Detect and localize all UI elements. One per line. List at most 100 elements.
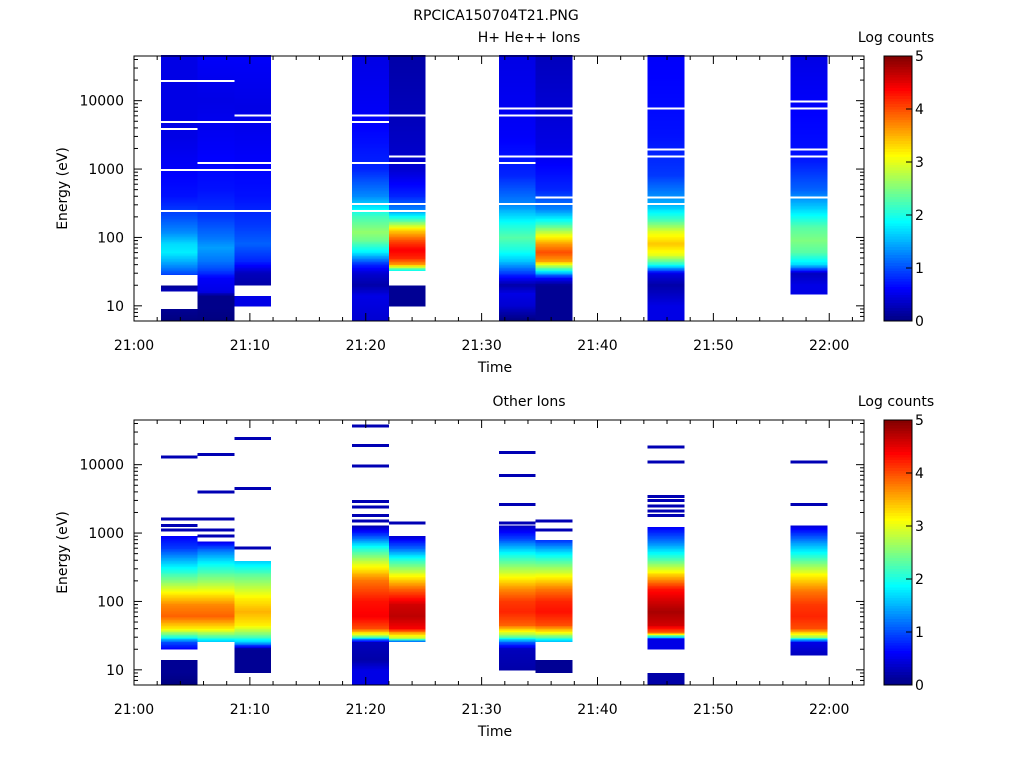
- heatmap-cell: [197, 124, 235, 126]
- heatmap-cell: [352, 682, 389, 684]
- heatmap-cell: [499, 121, 536, 124]
- heatmap-cell: [535, 303, 573, 305]
- heatmap-cell: [161, 316, 198, 319]
- heatmap-cell: [388, 543, 426, 545]
- heatmap-cell: [499, 316, 536, 319]
- heatmap-cell: [790, 130, 828, 132]
- heatmap-cell: [234, 126, 272, 128]
- heatmap-cell: [790, 583, 828, 585]
- heatmap-cell: [161, 287, 198, 289]
- heatmap-cell: [197, 261, 235, 264]
- heatmap-cell: [352, 232, 389, 234]
- heatmap-cell: [234, 61, 272, 63]
- heatmap-cell: [234, 594, 272, 597]
- heatmap-cell: [790, 535, 828, 538]
- heatmap-cell: [197, 304, 235, 307]
- heatmap-cell: [352, 62, 389, 64]
- heatmap-cell: [234, 185, 272, 187]
- heatmap-cell: [535, 284, 573, 286]
- heatmap-cell: [499, 568, 536, 570]
- heatmap-cell: [234, 74, 272, 76]
- heatmap-cell: [234, 131, 272, 134]
- heatmap-cell: [535, 591, 573, 594]
- heatmap-cell: [647, 126, 685, 128]
- heatmap-cell: [499, 528, 536, 530]
- heatmap-cell: [535, 307, 573, 310]
- colorbar-swatch: [884, 528, 912, 532]
- colorbar-swatch: [884, 204, 912, 208]
- heatmap-cell: [499, 668, 536, 671]
- heatmap-cell: [790, 558, 828, 560]
- colorbar-swatch: [884, 634, 912, 638]
- heatmap-cell: [499, 133, 536, 135]
- heatmap-cell: [790, 637, 828, 640]
- heatmap-cell: [647, 161, 685, 163]
- heatmap-cell: [647, 134, 685, 137]
- heatmap-cell: [352, 69, 389, 72]
- heatmap-cell: [790, 617, 828, 619]
- heatmap-cell: [352, 127, 389, 129]
- heatmap-cell: [388, 571, 426, 573]
- heatmap-cell: [161, 680, 198, 683]
- colorbar-tick-label: 0: [915, 314, 924, 330]
- heatmap-cell: [499, 581, 536, 584]
- heatmap-cell: [234, 652, 272, 654]
- heatmap-cell: [161, 214, 198, 217]
- heatmap-cell: [161, 71, 198, 73]
- heatmap-cell: [197, 211, 235, 214]
- heatmap-cell: [161, 270, 198, 273]
- heatmap-cell: [234, 202, 272, 205]
- heatmap-cell: [197, 307, 235, 310]
- colorbar-swatch: [884, 491, 912, 495]
- spectrogram-column: [161, 535, 198, 685]
- data-gap: [535, 114, 573, 117]
- heatmap-cell: [647, 68, 685, 70]
- heatmap-cell: [790, 279, 828, 282]
- heatmap-cell: [197, 263, 235, 265]
- heatmap-cell: [161, 182, 198, 184]
- heatmap-cell: [535, 167, 573, 169]
- heatmap-cell: [499, 631, 536, 634]
- heatmap-cell: [647, 185, 685, 187]
- heatmap-cell: [388, 637, 426, 640]
- heatmap-cell: [197, 566, 235, 569]
- heatmap-cell: [197, 298, 235, 301]
- heatmap-cell: [499, 241, 536, 243]
- heatmap-cell: [197, 593, 235, 595]
- heatmap-cell: [499, 318, 536, 320]
- heatmap-cell: [388, 219, 426, 221]
- heatmap-cell: [352, 614, 389, 616]
- heatmap-cell: [388, 553, 426, 555]
- colorbar-swatch: [884, 518, 912, 522]
- heatmap-cell: [161, 668, 198, 671]
- heatmap-cell: [352, 75, 389, 78]
- heatmap-cell: [352, 303, 389, 305]
- heatmap-cell: [234, 245, 272, 248]
- heatmap-cell: [647, 609, 685, 612]
- heatmap-cell: [388, 606, 426, 609]
- heatmap-cell: [647, 158, 685, 160]
- heatmap-cell: [790, 651, 828, 653]
- heatmap-cell: [352, 173, 389, 175]
- heatmap-cell: [499, 614, 536, 616]
- heatmap-cell: [234, 220, 272, 223]
- colorbar-swatch: [884, 132, 912, 136]
- heatmap-cell: [535, 636, 573, 638]
- heatmap-cell: [535, 213, 573, 215]
- heatmap-cell: [388, 217, 426, 220]
- heatmap-cell: [499, 648, 536, 650]
- heatmap-cell: [647, 98, 685, 100]
- heatmap-cell: [388, 170, 426, 172]
- heatmap-cell: [790, 118, 828, 121]
- heatmap-cell: [161, 155, 198, 158]
- heatmap-cell: [388, 108, 426, 110]
- heatmap-cell: [388, 260, 426, 262]
- heatmap-cell: [647, 165, 685, 168]
- heatmap-cell: [388, 590, 426, 592]
- heatmap-cell: [647, 192, 685, 194]
- heatmap-cell: [352, 241, 389, 243]
- heatmap-cell: [499, 260, 536, 262]
- heatmap-cell: [234, 130, 272, 132]
- heatmap-cell: [197, 130, 235, 132]
- heatmap-cell: [499, 535, 536, 538]
